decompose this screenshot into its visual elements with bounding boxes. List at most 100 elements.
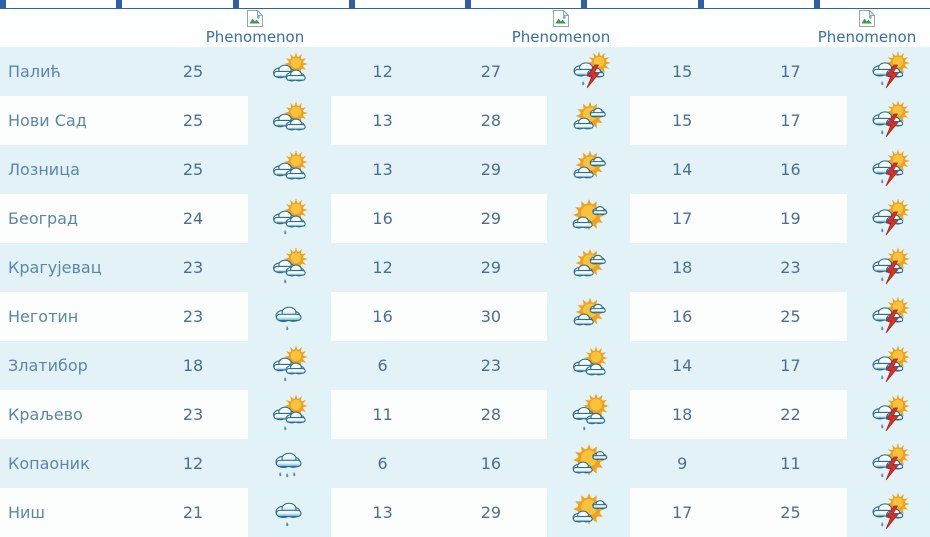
- temperature-cell-2: 13: [372, 503, 393, 522]
- sunny-big-icon: [565, 442, 613, 486]
- phenomenon-cell-2: [547, 292, 631, 341]
- temperature-cell-5: 19: [780, 209, 801, 228]
- temperature-cell-4: 17: [671, 209, 693, 228]
- thunderstorm-sun-icon: [864, 491, 912, 535]
- partly-cloudy-sun-icon: [565, 392, 613, 437]
- top-navigation-band: [0, 0, 930, 9]
- city-name-cell: Крагујевац: [8, 258, 102, 277]
- phenomenon-cell-3: [847, 145, 930, 194]
- table-row[interactable]: Крагујевац 23 12 29 18 23: [0, 243, 930, 292]
- phenomenon-cell-1: [247, 390, 331, 439]
- partly-cloudy-icon: [265, 99, 313, 143]
- temperature-cell-1: 25: [182, 62, 204, 81]
- phenomenon-cell-2: [547, 439, 630, 488]
- table-header-row: Phenomenon Phenomenon Phenomenon: [0, 9, 930, 47]
- temperature-cell-1: 23: [182, 258, 204, 277]
- city-name-cell: Београд: [8, 209, 79, 228]
- temperature-cell-4: 9: [677, 454, 688, 473]
- phenomenon-cell-2: [547, 243, 630, 292]
- thunderstorm-sun-icon: [864, 246, 912, 290]
- phenomenon-cell-2: [547, 488, 631, 537]
- nav-tab[interactable]: [354, 0, 465, 8]
- temperature-cell-5: 11: [780, 454, 801, 473]
- table-row[interactable]: Неготин 23 16 30 16 25: [0, 292, 930, 341]
- phenomenon-cell-1: [247, 96, 331, 145]
- phenomenon-cell-2: [547, 341, 630, 390]
- table-row[interactable]: Београд 24 16 29 17 19: [0, 194, 930, 243]
- nav-tab[interactable]: [703, 0, 814, 8]
- city-name-cell: Нови Сад: [8, 111, 87, 130]
- nav-tab[interactable]: [587, 0, 698, 8]
- partly-cloudy-icon: [265, 50, 313, 94]
- table-row[interactable]: Златибор 18 6 23 14 17: [0, 341, 930, 390]
- temperature-cell-4: 14: [671, 356, 693, 375]
- phenomenon-cell-2: [547, 145, 630, 194]
- sunny-big-icon: [565, 197, 613, 241]
- nav-tab[interactable]: [819, 0, 930, 8]
- city-name-cell: Копаоник: [8, 454, 90, 473]
- phenomenon-cell-1: [248, 243, 331, 292]
- phenomenon-cell-3: [846, 488, 930, 537]
- column-header-phenomenon-1: Phenomenon: [185, 9, 325, 47]
- temperature-cell-2: 13: [372, 160, 393, 179]
- sunny-cloudy-icon: [565, 246, 613, 290]
- tab-strip: [0, 0, 930, 8]
- phenomenon-cell-1: [248, 47, 331, 96]
- thunderstorm-sun-icon: [864, 50, 912, 94]
- phenomenon-cell-3: [846, 390, 930, 439]
- partly-cloudy-drizzle-icon: [265, 197, 313, 241]
- broken-image-icon: [247, 10, 263, 27]
- cloudy-drizzle-icon: [265, 295, 313, 339]
- sunny-big-icon: [565, 491, 613, 535]
- temperature-cell-2: 13: [372, 111, 393, 130]
- column-header-label: Phenomenon: [511, 28, 611, 46]
- temperature-cell-4: 14: [671, 160, 693, 179]
- temperature-cell-4: 15: [671, 111, 693, 130]
- nav-tab[interactable]: [471, 0, 582, 8]
- temperature-cell-2: 16: [372, 307, 393, 326]
- table-row[interactable]: Палић 25 12 27 15 17: [0, 47, 930, 96]
- column-header-label: Phenomenon: [205, 28, 305, 46]
- temperature-cell-4: 18: [671, 258, 693, 277]
- table-row[interactable]: Нови Сад 25 13 28 15 17: [0, 96, 930, 145]
- thunderstorm-sun-icon: [864, 99, 912, 143]
- temperature-cell-1: 18: [182, 356, 204, 375]
- sunny-cloudy-icon: [565, 148, 613, 192]
- column-header-phenomenon-2: Phenomenon: [491, 9, 631, 47]
- sunny-cloudy-icon: [565, 99, 613, 143]
- phenomenon-cell-1: [248, 341, 331, 390]
- temperature-cell-1: 21: [182, 503, 204, 522]
- phenomenon-cell-2: [547, 390, 631, 439]
- temperature-cell-5: 16: [780, 160, 801, 179]
- temperature-cell-5: 17: [780, 356, 801, 375]
- temperature-cell-3: 23: [480, 356, 502, 375]
- thunderstorm-sun-icon: [864, 393, 912, 437]
- temperature-cell-5: 25: [780, 503, 801, 522]
- temperature-cell-1: 23: [182, 405, 204, 424]
- thunderstorm-sun-icon: [565, 50, 613, 94]
- partly-cloudy-icon: [265, 148, 313, 192]
- table-row[interactable]: Копаоник 12 6 16 9 11: [0, 439, 930, 488]
- temperature-cell-3: 29: [480, 258, 502, 277]
- temperature-cell-5: 25: [780, 307, 801, 326]
- thunderstorm-sun-icon: [864, 344, 912, 388]
- phenomenon-cell-2: [547, 47, 630, 96]
- table-row[interactable]: Лозница 25 13 29 14 16: [0, 145, 930, 194]
- thunderstorm-sun-icon: [864, 295, 912, 339]
- table-row[interactable]: Ниш 21 13 29 17 25: [0, 488, 930, 537]
- temperature-cell-4: 15: [671, 62, 693, 81]
- phenomenon-cell-1: [247, 488, 331, 537]
- temperature-cell-2: 12: [372, 258, 393, 277]
- temperature-cell-1: 25: [182, 111, 204, 130]
- partly-cloudy-icon: [565, 344, 613, 388]
- nav-tab[interactable]: [6, 0, 117, 8]
- phenomenon-cell-1: [247, 292, 331, 341]
- nav-tab[interactable]: [122, 0, 233, 8]
- phenomenon-cell-3: [847, 47, 930, 96]
- table-row[interactable]: Краљево 23 11 28 18 22: [0, 390, 930, 439]
- cloudy-drizzle-icon: [265, 491, 313, 535]
- phenomenon-cell-3: [847, 243, 930, 292]
- nav-tab[interactable]: [238, 0, 349, 8]
- partly-cloudy-drizzle-icon: [265, 246, 313, 290]
- phenomenon-cell-1: [248, 439, 331, 488]
